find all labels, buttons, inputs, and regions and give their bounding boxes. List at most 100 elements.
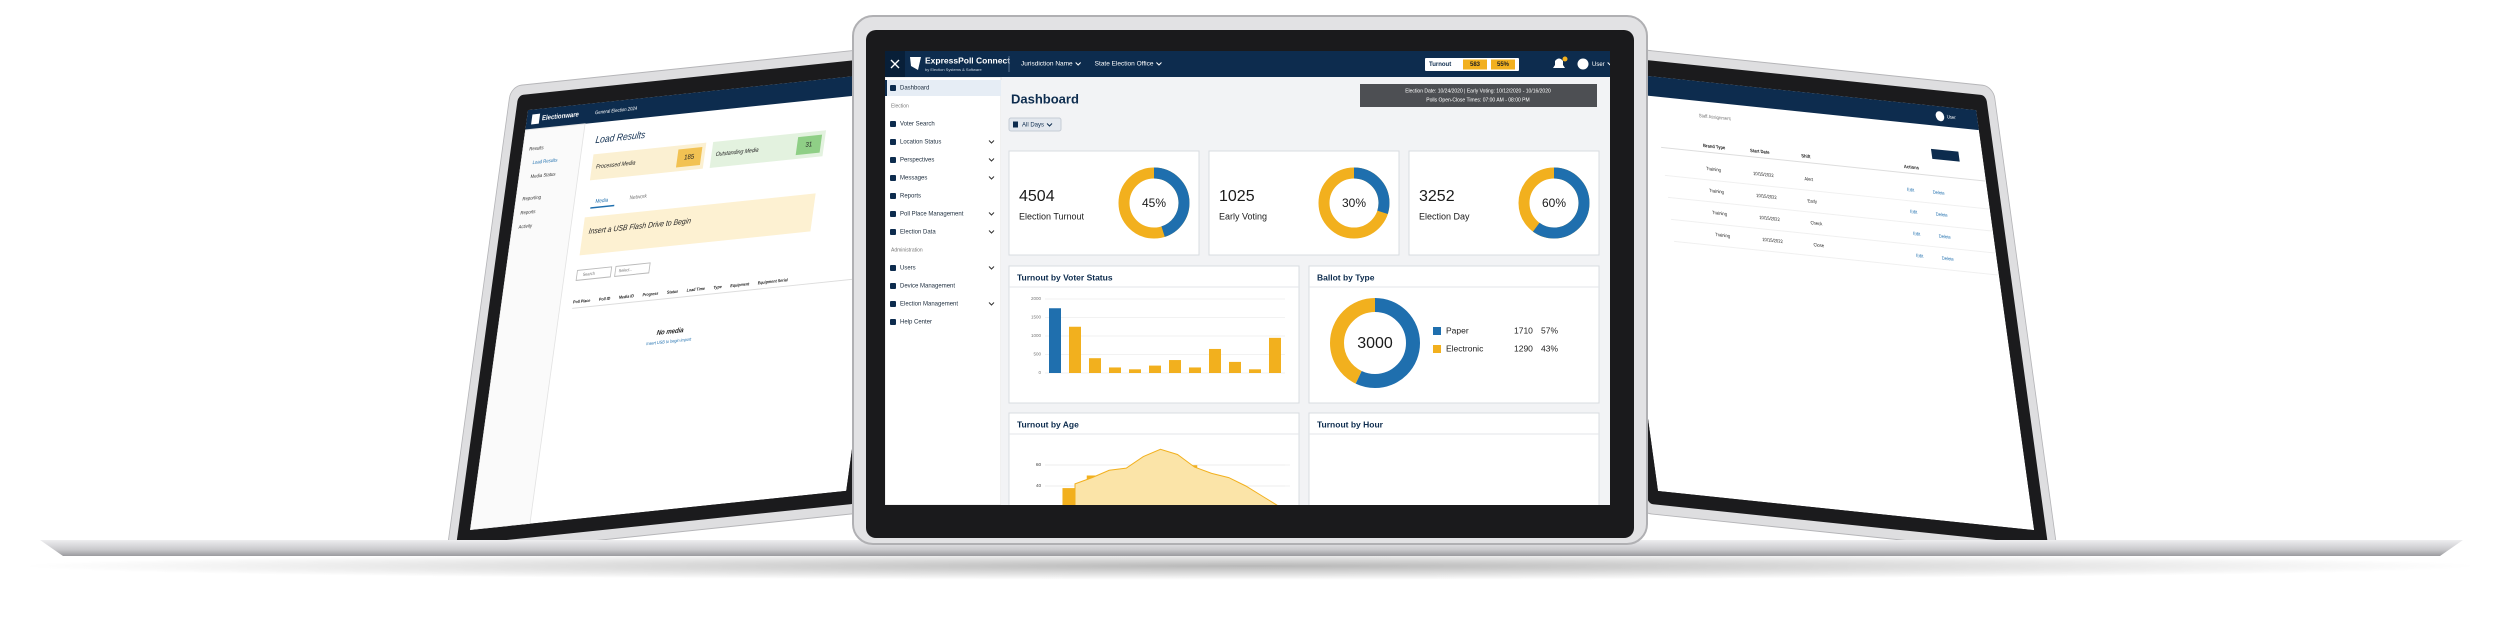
laptop-base bbox=[40, 540, 2463, 556]
sidebar bbox=[885, 76, 1002, 505]
sidebar-icon bbox=[890, 85, 896, 91]
sidebar-section: Administration bbox=[891, 247, 923, 253]
left-screen: Electionware General Election 2024 Results… bbox=[470, 70, 905, 530]
kpi-card bbox=[1408, 150, 1600, 256]
logo-icon bbox=[910, 57, 921, 70]
right-laptop: User Staff Assignment Brand Type Start Date… bbox=[1576, 43, 2057, 556]
sidebar-item[interactable]: Election Data bbox=[900, 230, 936, 236]
y-tick-label: 20 bbox=[1036, 504, 1042, 509]
bar bbox=[1249, 369, 1261, 373]
legend-label: Electronic bbox=[1446, 343, 1484, 353]
sidebar-item[interactable]: Device Management bbox=[900, 284, 955, 290]
stat-label: Processed Media bbox=[595, 160, 635, 171]
sidebar-item[interactable]: Dashboard bbox=[900, 86, 929, 92]
banner bbox=[1360, 84, 1597, 107]
turnout-count-box bbox=[1463, 59, 1487, 70]
kpi-percent: 45% bbox=[1142, 196, 1166, 210]
row-action[interactable]: Edit bbox=[1916, 253, 1924, 259]
cell: 10/15/2022 bbox=[1753, 171, 1775, 179]
sidebar-item[interactable]: Perspectives bbox=[900, 158, 934, 164]
donut-segment bbox=[1330, 298, 1420, 388]
bar bbox=[1049, 308, 1061, 373]
sidebar-item[interactable]: Media Status bbox=[530, 171, 556, 179]
row-action[interactable]: Delete bbox=[1938, 233, 1951, 240]
sidebar-item[interactable]: Reporting bbox=[522, 194, 542, 201]
brand: ExpressPoll Connect bbox=[925, 55, 1010, 65]
sidebar-item[interactable]: Voter Search bbox=[900, 122, 935, 128]
sidebar-item[interactable]: Messages bbox=[900, 176, 927, 182]
user-avatar[interactable] bbox=[1577, 58, 1589, 70]
sidebar-item[interactable]: Reports bbox=[900, 194, 921, 200]
screen-bg bbox=[470, 70, 905, 530]
select: Select... bbox=[618, 267, 633, 274]
tab[interactable]: Media bbox=[595, 197, 609, 205]
stat-card bbox=[589, 142, 707, 181]
logo-mark bbox=[531, 113, 541, 125]
sidebar-item[interactable]: Help Center bbox=[900, 320, 932, 326]
add-button[interactable] bbox=[1930, 148, 1960, 162]
left-laptop: Electionware General Election 2024 Results… bbox=[447, 43, 928, 556]
sidebar-item[interactable]: Poll Place Management bbox=[900, 212, 964, 218]
sidebar-item[interactable]: Activity bbox=[518, 223, 533, 230]
top-bar bbox=[525, 70, 905, 130]
legend-share: 57% bbox=[1541, 325, 1558, 335]
column-header: Actions bbox=[1904, 164, 1920, 171]
row-action[interactable]: Delete bbox=[1932, 189, 1945, 196]
chevron bbox=[988, 158, 995, 162]
y-tick-label: 2000 bbox=[1031, 296, 1042, 301]
sidebar-item[interactable]: Users bbox=[900, 266, 916, 272]
active-item bbox=[885, 80, 1001, 96]
nav-item[interactable]: Jurisdiction Name bbox=[1021, 61, 1073, 68]
bar bbox=[1062, 488, 1076, 505]
sidebar-item[interactable]: Load Results bbox=[532, 157, 558, 165]
sidebar-item[interactable]: Location Status bbox=[900, 140, 941, 146]
chevron bbox=[988, 212, 995, 216]
sidebar-icon bbox=[890, 301, 896, 307]
row-rule bbox=[1674, 240, 2000, 276]
kpi-value: 1025 bbox=[1219, 188, 1255, 205]
notification-dot bbox=[1562, 56, 1568, 62]
tab[interactable]: Network bbox=[629, 193, 647, 201]
bar bbox=[1089, 358, 1101, 373]
empty-link[interactable]: Insert USB to begin import bbox=[646, 336, 692, 346]
sidebar-icon bbox=[890, 319, 896, 325]
bell-icon[interactable] bbox=[1553, 58, 1565, 69]
donut-segment bbox=[1518, 167, 1590, 239]
y-tick-label: 60 bbox=[1036, 462, 1042, 467]
row-action[interactable]: Edit bbox=[1910, 209, 1918, 215]
sidebar-item[interactable]: Election Management bbox=[900, 302, 958, 308]
chevron bbox=[988, 176, 995, 180]
select-box[interactable] bbox=[614, 262, 651, 277]
center-screen: ExpressPoll Connect by Election Systems &… bbox=[885, 51, 1610, 509]
notice-box bbox=[579, 193, 816, 256]
row-action[interactable]: Edit bbox=[1913, 231, 1921, 237]
column-header: Status bbox=[667, 288, 680, 295]
chart-title: Turnout by Hour bbox=[1317, 419, 1384, 429]
row-action[interactable]: Edit bbox=[1907, 187, 1915, 193]
chevron bbox=[1046, 123, 1053, 127]
user-avatar[interactable] bbox=[1935, 111, 1945, 122]
donut-segment bbox=[1318, 167, 1390, 239]
filter-button[interactable] bbox=[1008, 117, 1062, 132]
sidebar-item[interactable]: Results bbox=[529, 145, 545, 152]
chevron bbox=[988, 302, 995, 306]
banner-line: Election Date: 10/24/2020 | Early Voting… bbox=[1405, 88, 1551, 94]
row-action[interactable]: Delete bbox=[1935, 211, 1948, 218]
cell: Check bbox=[1810, 220, 1823, 227]
sidebar-icon bbox=[890, 283, 896, 289]
row-action[interactable]: Delete bbox=[1941, 255, 1954, 262]
bar bbox=[1169, 360, 1181, 373]
bar bbox=[1229, 361, 1241, 373]
kpi-percent: 60% bbox=[1542, 196, 1566, 210]
nav-item[interactable]: State Election Office bbox=[1095, 61, 1154, 68]
bar bbox=[1269, 337, 1281, 373]
sidebar-item[interactable]: Reports bbox=[520, 209, 536, 216]
column-header: Equipment Serial bbox=[757, 277, 788, 285]
column-header: Poll Place bbox=[573, 297, 592, 304]
kpi-label: Early Voting bbox=[1219, 211, 1267, 221]
page-title: Dashboard bbox=[1011, 91, 1079, 106]
cell: 10/15/2022 bbox=[1762, 237, 1784, 245]
user-name: User bbox=[1946, 114, 1956, 120]
sidebar bbox=[470, 123, 586, 530]
